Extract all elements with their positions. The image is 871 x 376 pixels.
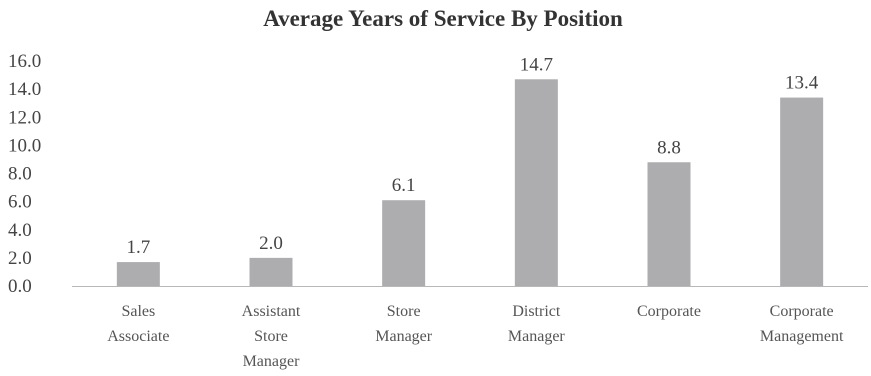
y-tick-label: 16.0	[8, 51, 41, 72]
y-tick-label: 12.0	[8, 107, 41, 128]
category-label: Associate	[107, 328, 169, 345]
category-label: Sales	[121, 303, 155, 320]
y-tick-label: 14.0	[8, 79, 41, 100]
data-label: 6.1	[392, 175, 416, 196]
y-tick-label: 6.0	[8, 192, 32, 213]
category-label: Manager	[243, 353, 301, 370]
category-label: Manager	[508, 328, 566, 345]
category-labels: Sales Associate Assistant Store Manager Store…	[107, 303, 844, 370]
bar	[382, 200, 426, 286]
category-label: Management	[760, 328, 844, 345]
category-label: Store	[387, 303, 421, 320]
bar	[249, 257, 293, 286]
bar	[514, 79, 558, 286]
data-label: 8.8	[657, 137, 681, 158]
category-label: Assistant	[242, 303, 301, 320]
data-labels: 1.7 2.0 6.1 14.7 8.8 13.4	[126, 54, 818, 258]
category-label: Corporate	[770, 303, 834, 320]
category-label: Corporate	[637, 303, 701, 320]
y-tick-label: 4.0	[8, 220, 32, 241]
y-tick-label: 10.0	[8, 135, 41, 156]
y-tick-label: 0.0	[8, 276, 32, 297]
bar	[780, 97, 824, 286]
bar	[647, 162, 691, 286]
category-label: Store	[254, 328, 288, 345]
category-label: Manager	[375, 328, 433, 345]
y-tick-label: 2.0	[8, 248, 32, 269]
y-tick-label: 8.0	[8, 164, 32, 185]
data-label: 13.4	[785, 73, 819, 94]
chart-title: Average Years of Service By Position	[263, 6, 623, 31]
data-label: 2.0	[259, 233, 283, 254]
bar	[116, 262, 160, 286]
bars	[116, 79, 824, 286]
category-label: District	[512, 303, 561, 320]
data-label: 14.7	[520, 54, 553, 75]
data-label: 1.7	[126, 237, 150, 258]
y-axis-ticks: 0.0 2.0 4.0 6.0 8.0 10.0 12.0 14.0 16.0	[8, 51, 41, 297]
